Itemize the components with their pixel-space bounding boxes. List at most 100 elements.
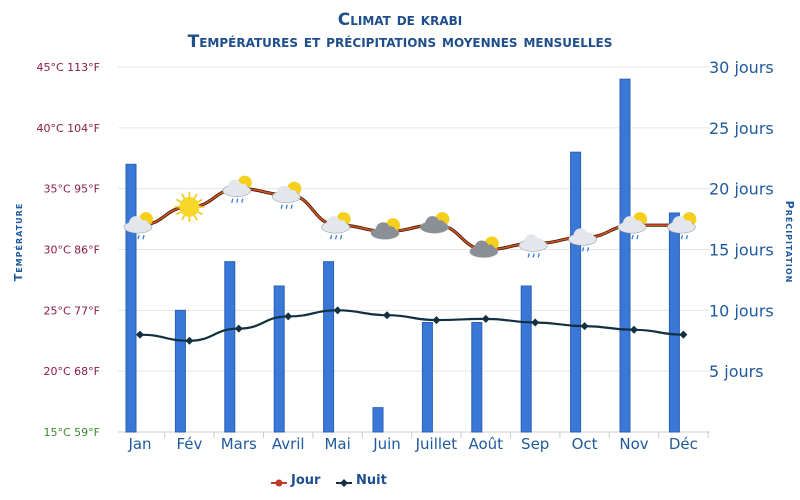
sun-ray	[176, 211, 182, 216]
night-point	[531, 318, 540, 327]
raindrop	[334, 235, 338, 240]
night-point	[284, 312, 293, 321]
right-axis-title: Précipitation	[783, 201, 796, 284]
sun-cloud-icon	[469, 236, 499, 258]
precip-bar	[520, 285, 532, 433]
precip-bar	[273, 285, 285, 433]
raindrop	[142, 235, 145, 240]
sun-cloud-icon	[370, 218, 400, 240]
x-tick-label: Sep	[521, 435, 549, 453]
night-point	[185, 336, 194, 345]
x-tick-label: Fév	[176, 435, 202, 453]
sun-disc	[179, 196, 200, 217]
cloud-sun-rain-icon	[617, 212, 647, 240]
chart-title: Climat de krabi	[337, 10, 463, 30]
x-tick-label: Mars	[221, 435, 257, 453]
x-tick-label: Mai	[324, 435, 350, 453]
night-temperature-line	[139, 309, 684, 342]
cloud	[287, 189, 298, 200]
precip-bar	[372, 407, 384, 433]
raindrop	[631, 235, 634, 240]
cloud	[139, 220, 149, 231]
right-tick-label: 5 jours	[709, 362, 764, 381]
raindrop	[290, 204, 293, 209]
cloud-sun-rain-icon	[321, 212, 351, 240]
raindrop	[626, 235, 629, 240]
raindrop	[576, 247, 580, 252]
raindrop	[636, 235, 639, 240]
sun-ray	[193, 193, 198, 199]
raindrop	[675, 235, 679, 240]
right-tick-label: 30 jours	[709, 58, 774, 77]
x-tick-label: Nov	[619, 435, 648, 453]
left-tick-label: 15°C 59°F	[44, 426, 101, 439]
x-tick-label: Juin	[372, 435, 401, 453]
right-tick-label: 20 jours	[709, 180, 774, 199]
raindrop	[137, 235, 140, 240]
x-tick-label: Jan	[127, 435, 151, 453]
raindrop	[586, 247, 590, 252]
x-tick-label: Déc	[669, 435, 698, 453]
x-tick-label: Juillet	[415, 435, 458, 453]
cloud-sun-rain-icon	[222, 175, 252, 203]
precip-bar	[421, 322, 433, 433]
precip-bar	[619, 78, 631, 433]
precip-bar	[224, 261, 236, 433]
cloud	[633, 220, 643, 231]
night-point	[679, 330, 688, 339]
left-tick-label: 40°C 104°F	[37, 122, 101, 135]
cloud-sun-rain-icon	[271, 181, 302, 209]
legend-jour-marker	[275, 479, 283, 487]
left-axis-title: Température	[12, 203, 25, 282]
sun-ray	[197, 211, 203, 216]
sun-ray	[181, 193, 186, 199]
raindrop	[236, 198, 239, 203]
x-tick-label: Avril	[272, 435, 305, 453]
day-line-outline	[139, 187, 684, 252]
cloud	[237, 183, 248, 194]
legend-nuit-marker	[340, 479, 348, 487]
cloud	[484, 244, 495, 255]
chart-subtitle: Températures et précipitations moyennes …	[187, 32, 613, 52]
sun-ray	[181, 215, 186, 221]
right-tick-label: 10 jours	[709, 301, 774, 320]
right-tick-label: 25 jours	[709, 119, 774, 138]
day-temperature-line	[139, 187, 684, 251]
left-tick-label: 25°C 77°F	[44, 304, 101, 317]
left-tick-label: 45°C 113°F	[37, 61, 101, 74]
sun-ray	[197, 198, 203, 203]
raindrop	[339, 235, 343, 240]
raindrop	[285, 204, 288, 209]
raindrop	[537, 253, 540, 258]
raindrop	[532, 253, 535, 258]
x-tick-label: Août	[469, 435, 504, 453]
cloud	[435, 220, 446, 231]
left-tick-label: 20°C 68°F	[44, 365, 101, 378]
raindrop	[527, 253, 530, 258]
x-tick-label: Oct	[572, 435, 598, 453]
legend-jour-label: Jour	[290, 473, 321, 488]
legend-nuit-label: Nuit	[356, 473, 387, 488]
night-point	[630, 325, 638, 334]
cloud	[386, 226, 396, 237]
night-point	[333, 306, 342, 315]
cloud	[534, 238, 545, 249]
cloud	[336, 220, 347, 231]
night-point	[481, 314, 490, 323]
raindrop	[231, 198, 234, 203]
cloud-rain-icon	[518, 234, 548, 258]
sun-icon	[174, 191, 205, 222]
night-point	[432, 316, 441, 325]
night-point	[234, 324, 243, 333]
precip-bar	[323, 261, 335, 433]
precip-bar	[668, 212, 680, 433]
cloud	[583, 232, 594, 243]
raindrop	[581, 247, 585, 252]
raindrop	[680, 235, 684, 240]
sun-ray	[193, 215, 198, 221]
precip-bar	[174, 309, 186, 433]
night-point	[580, 322, 589, 331]
cloud-rain-icon	[568, 228, 597, 252]
legend-item-nuit: Nuit	[336, 473, 387, 488]
raindrop	[685, 235, 689, 240]
